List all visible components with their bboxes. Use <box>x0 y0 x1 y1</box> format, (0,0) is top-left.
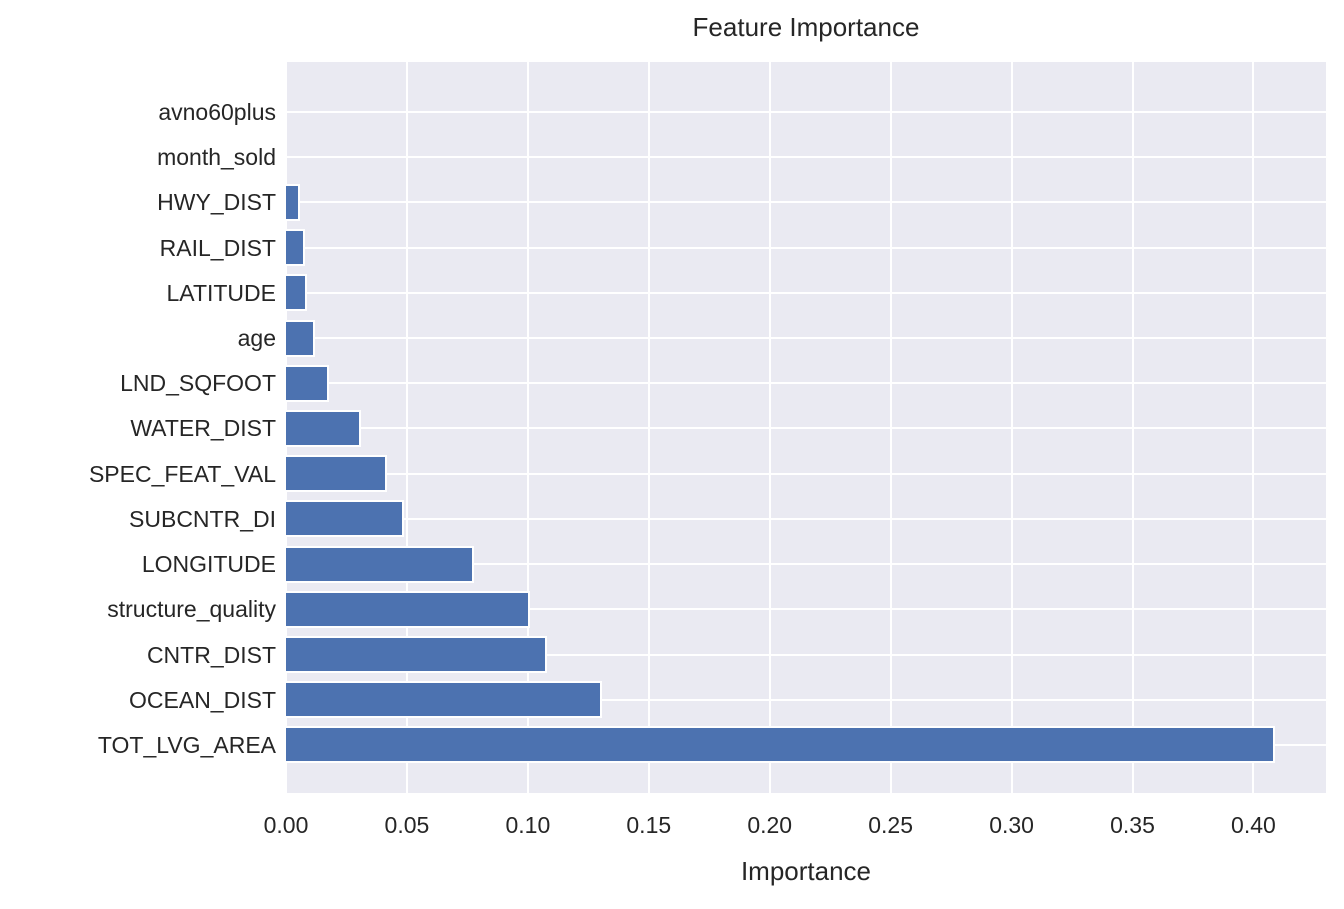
horizontal-gridline <box>286 608 1326 611</box>
horizontal-gridline <box>286 291 1326 294</box>
x-axis-label: Importance <box>740 856 872 886</box>
horizontal-gridline <box>286 517 1326 520</box>
horizontal-gridline <box>286 111 1326 113</box>
x-tick-label: 0.25 <box>868 812 914 838</box>
y-axis-labels: avno60plus month_sold HWY_DIST RAIL_DIST LAT… <box>0 62 276 793</box>
y-tick-label: CNTR_DIST <box>146 641 276 668</box>
x-tick-label: 0.35 <box>1110 812 1155 838</box>
x-axis-ticks: 0.00 0.05 0.10 0.15 0.20 0.25 0.30 0.35 0.40 <box>0 812 1344 844</box>
horizontal-gridline <box>286 156 1326 159</box>
bar-WATER_DIST <box>284 409 361 447</box>
x-tick-label: 0.40 <box>1231 812 1276 838</box>
y-tick-label: OCEAN_DIST <box>129 686 276 713</box>
x-tick-label: 0.15 <box>626 812 672 838</box>
horizontal-gridline <box>286 472 1326 475</box>
x-tick-label: 0.20 <box>747 812 793 838</box>
x-tick-label: 0.30 <box>989 812 1034 838</box>
y-tick-label: RAIL_DIST <box>159 234 276 261</box>
bar-HWY_DIST <box>284 183 301 221</box>
y-tick-label: SUBCNTR_DI <box>129 505 276 532</box>
horizontal-gridline <box>286 653 1326 656</box>
y-tick-label: month_sold <box>157 144 276 171</box>
bar-CNTR_DIST <box>284 636 547 674</box>
horizontal-gridline <box>286 337 1326 340</box>
horizontal-gridline <box>286 563 1326 566</box>
y-tick-label: SPEC_FEAT_VAL <box>88 460 276 487</box>
y-tick-label: age <box>237 325 276 352</box>
horizontal-gridline <box>286 427 1326 430</box>
y-tick-label: structure_quality <box>107 596 276 623</box>
y-tick-label: LATITUDE <box>166 279 276 306</box>
x-tick-label: 0.00 <box>263 812 309 838</box>
y-tick-label: avno60plus <box>158 99 276 125</box>
y-tick-label: HWY_DIST <box>157 189 276 216</box>
bar-LND_SQFOOT <box>284 364 330 402</box>
horizontal-gridline <box>286 201 1326 204</box>
plot-area <box>284 62 1326 793</box>
bar-structure_quality <box>284 590 530 628</box>
x-tick-label: 0.05 <box>384 812 430 838</box>
y-tick-label: LONGITUDE <box>141 551 276 578</box>
bar-LONGITUDE <box>284 545 475 583</box>
horizontal-gridline <box>286 246 1326 249</box>
y-tick-label: WATER_DIST <box>130 415 276 442</box>
bar-SUBCNTR_DI <box>284 500 405 538</box>
chart-title: Feature Importance <box>692 12 920 42</box>
horizontal-gridline <box>286 382 1326 385</box>
bar-SPEC_FEAT_VAL <box>284 455 388 493</box>
bar-RAIL_DIST <box>284 229 305 267</box>
y-tick-label: LND_SQFOOT <box>120 370 276 397</box>
bar-OCEAN_DIST <box>284 681 603 719</box>
bar-LATITUDE <box>284 274 308 312</box>
x-tick-label: 0.10 <box>505 812 551 838</box>
bar-TOT_LVG_AREA <box>284 726 1275 764</box>
y-tick-label: TOT_LVG_AREA <box>97 731 276 758</box>
bar-age <box>284 319 315 357</box>
horizontal-gridline <box>286 698 1326 701</box>
